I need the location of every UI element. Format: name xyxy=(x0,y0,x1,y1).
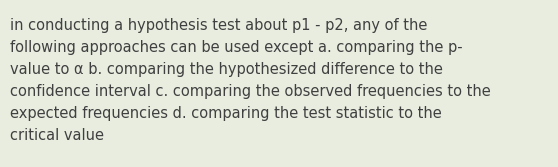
Text: critical value: critical value xyxy=(10,128,104,143)
Text: expected frequencies d. comparing the test statistic to the: expected frequencies d. comparing the te… xyxy=(10,106,442,121)
Text: confidence interval c. comparing the observed frequencies to the: confidence interval c. comparing the obs… xyxy=(10,84,490,99)
Text: following approaches can be used except a. comparing the p-: following approaches can be used except … xyxy=(10,40,463,55)
Text: value to α b. comparing the hypothesized difference to the: value to α b. comparing the hypothesized… xyxy=(10,62,443,77)
Text: in conducting a hypothesis test about p1 - p2, any of the: in conducting a hypothesis test about p1… xyxy=(10,18,427,33)
